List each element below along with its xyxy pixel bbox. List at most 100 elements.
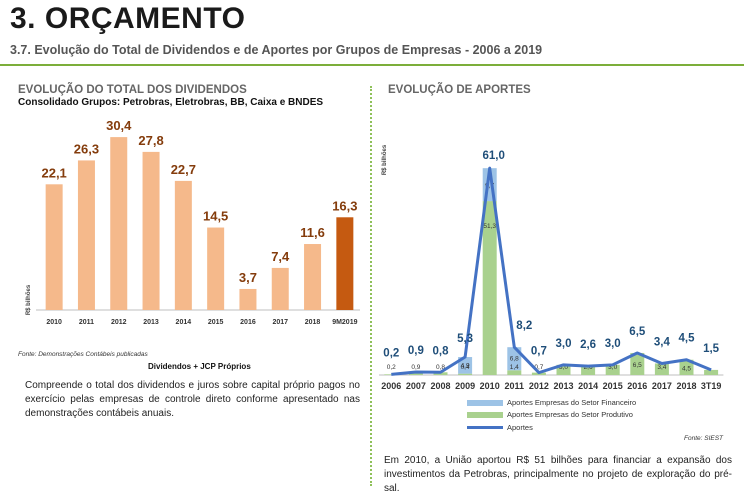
aportes-produtivo-bar: [654, 363, 669, 375]
aportes-produtivo-label: 0,9: [411, 364, 420, 371]
dividends-data-label: 26,3: [74, 141, 99, 156]
dividends-bar: [77, 160, 95, 310]
aportes-tick-label: 2016: [627, 381, 647, 391]
dividends-data-label: 22,7: [171, 162, 196, 177]
aportes-paragraph: Em 2010, a União aportou R$ 51 bilhões p…: [384, 455, 732, 494]
aportes-produtivo-bar: [556, 364, 571, 375]
dividends-data-label: 11,6: [300, 225, 325, 240]
dividends-bar: [142, 151, 160, 310]
aportes-total-label: 3,4: [654, 336, 671, 348]
aportes-tick-label: 2008: [430, 381, 450, 391]
aportes-total-label: 0,8: [433, 345, 450, 357]
legend-label-produtivo: Aportes Empresas do Setor Produtivo: [507, 410, 633, 419]
aportes-tick-label: 2013: [553, 381, 573, 391]
dividends-panel-title: EVOLUÇÃO DO TOTAL DOS DIVIDENDOS: [18, 84, 247, 96]
aportes-tick-label: 2018: [676, 381, 696, 391]
aportes-y-axis-label: R$ bilhões: [382, 144, 388, 175]
aportes-total-label: 2,6: [580, 339, 596, 351]
aportes-produtivo-bar: [507, 370, 522, 375]
aportes-tick-label: 2011: [505, 381, 525, 391]
panel-divider: [370, 86, 372, 486]
dividends-paragraph: Compreende o total dos dividendos e juro…: [25, 380, 360, 419]
aportes-tick-label: 2012: [529, 381, 549, 391]
aportes-produtivo-bar: [704, 369, 719, 375]
dividends-tick-label: 9M2019: [332, 319, 357, 326]
aportes-tick-label: 2014: [578, 381, 598, 391]
aportes-total-label: 0,2: [383, 347, 399, 359]
dividends-tick-label: 2015: [208, 319, 224, 326]
dividends-tick-label: 2013: [143, 319, 159, 326]
aportes-produtivo-label: 3,0: [559, 364, 568, 371]
aportes-total-label: 5,3: [457, 333, 473, 345]
dividends-y-axis-label: R$ bilhões: [26, 284, 32, 315]
dividends-tick-label: 2018: [305, 319, 321, 326]
aportes-financeiro-bar: [458, 357, 473, 374]
aportes-produtivo-label: 0,2: [387, 364, 396, 371]
aportes-panel-title: EVOLUÇÃO DE APORTES: [388, 84, 531, 96]
aportes-total-label: 0,9: [408, 345, 424, 357]
page-subtitle: 3.7. Evolução do Total de Dividendos e d…: [10, 43, 543, 57]
page-title: 3. ORÇAMENTO: [10, 2, 246, 35]
dividends-data-label: 14,5: [203, 209, 228, 224]
dividends-caption: Dividendos + JCP Próprios: [148, 362, 251, 371]
aportes-produtivo-label: 1,4: [510, 364, 519, 371]
legend-swatch-financeiro: [467, 399, 503, 406]
aportes-produtivo-label: 0,4: [461, 364, 470, 371]
aportes-produtivo-bar: [384, 374, 399, 375]
aportes-total-line: [391, 166, 712, 376]
dividends-data-label: 7,4: [271, 249, 290, 264]
aportes-tick-label: 2006: [381, 381, 401, 391]
aportes-total-label: 3,0: [605, 338, 621, 350]
aportes-produtivo-bar: [581, 366, 596, 375]
dividends-tick-label: 2011: [79, 319, 94, 326]
dividends-data-label: 30,4: [106, 118, 132, 133]
aportes-tick-label: 2007: [406, 381, 426, 391]
dividends-tick-label: 2010: [46, 319, 62, 326]
dividends-data-label: 22,1: [41, 165, 66, 180]
dividends-tick-label: 2016: [240, 319, 256, 326]
dividends-tick-label: 2012: [111, 319, 127, 326]
aportes-source-note: Fonte: SIEST: [684, 435, 724, 442]
legend-swatch-produtivo: [467, 411, 503, 418]
header-rule: [0, 64, 744, 66]
legend-produtivo: Aportes Empresas do Setor Produtivo: [467, 410, 633, 419]
aportes-produtivo-bar: [408, 371, 423, 375]
legend-swatch-aportes: [467, 426, 503, 429]
aportes-total-label: 6,5: [629, 326, 646, 338]
aportes-produtivo-label: 4,5: [682, 365, 691, 372]
aportes-total-label: 3,0: [556, 338, 572, 350]
aportes-produtivo-bar: [679, 359, 694, 375]
legend-label-aportes: Aportes: [507, 423, 533, 432]
aportes-total-label: 61,0: [483, 150, 505, 162]
dividends-tick-label: 2017: [272, 319, 288, 326]
dividends-tick-label: 2014: [176, 319, 192, 326]
aportes-tick-label: 2009: [455, 381, 475, 391]
aportes-produtivo-label: 51,3: [483, 223, 496, 230]
dividends-data-label: 27,8: [138, 133, 163, 148]
aportes-total-label: 4,5: [679, 333, 696, 345]
aportes-financeiro-label: 4,9: [461, 362, 470, 369]
aportes-tick-label: 2010: [480, 381, 500, 391]
dividends-bar: [174, 180, 192, 310]
dividends-panel-subtitle: Consolidado Grupos: Petrobras, Eletrobra…: [18, 97, 324, 108]
aportes-tick-label: 3T19: [701, 381, 722, 391]
dividends-bar: [110, 137, 128, 310]
dividends-bar: [336, 217, 354, 310]
dividends-data-label: 3,7: [239, 270, 257, 285]
aportes-produtivo-label: 0,8: [436, 364, 445, 371]
aportes-tick-label: 2015: [603, 381, 623, 391]
aportes-produtivo-bar: [605, 364, 620, 375]
legend-financeiro: Aportes Empresas do Setor Financeiro: [467, 398, 636, 407]
aportes-financeiro-label: 6,8: [510, 356, 519, 363]
aportes-produtivo-bar: [482, 201, 497, 375]
dividends-bar: [304, 244, 322, 310]
aportes-tick-label: 2017: [652, 381, 672, 391]
aportes-produtivo-label: 6,5: [633, 362, 642, 369]
aportes-financeiro-label: 9,7: [485, 183, 494, 190]
dividends-bar: [271, 267, 289, 310]
dividends-bar: [45, 184, 63, 310]
aportes-produtivo-label: 0,7: [534, 364, 543, 371]
aportes-produtivo-bar: [458, 373, 473, 375]
aportes-total-label: 8,2: [516, 320, 532, 332]
